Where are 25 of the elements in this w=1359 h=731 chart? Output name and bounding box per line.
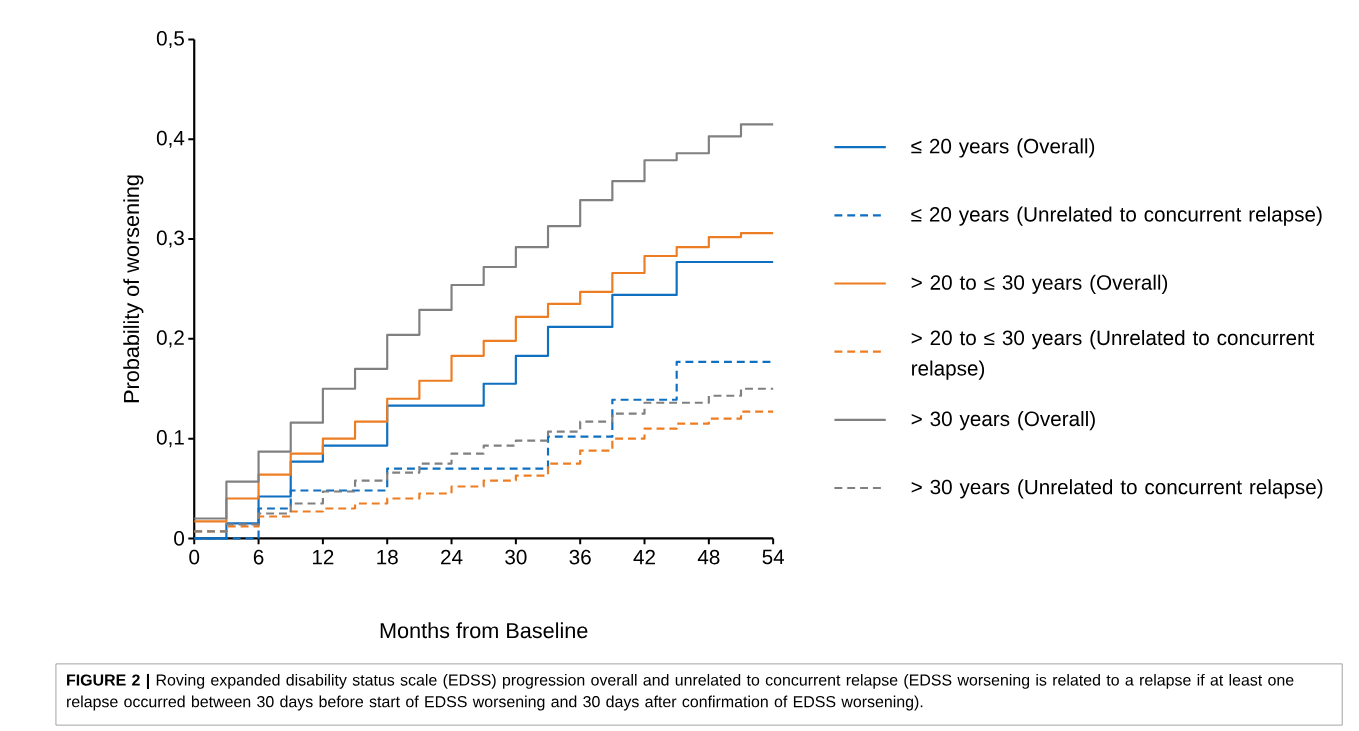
y-tick-label: 0,4 (156, 130, 185, 148)
text: FIGURE 2 | Roving expanded disability status scale (EDSS) progression overall and unrelated to concurrent relapse (EDSS worsening is related to a relapse if at least one relapse occurred between 30 days before start of EDSS worsening and 30 days after confirmation of EDSS worsening). (67, 673, 1294, 711)
x-tick-label: 24 (441, 549, 463, 565)
legend-label: ≤ 20 years (Overall) (911, 138, 1095, 158)
y-tick-label: 0,1 (156, 430, 184, 448)
x-axis-title: Months from Baseline (380, 622, 588, 639)
legend-label: > 30 years (Unrelated to concurrent relapse) (911, 479, 1323, 499)
x-tick-label: 0 (189, 549, 200, 565)
y-tick-label: 0 (174, 531, 185, 546)
x-tick-label: 18 (377, 549, 398, 565)
x-tick-label: 12 (312, 549, 334, 565)
x-tick-label: 54 (762, 549, 785, 565)
legend-label: > 30 years (Overall) (911, 410, 1095, 431)
x-tick-label: 30 (505, 549, 527, 565)
legend-label: > 20 to ≤ 30 years (Overall) (911, 274, 1168, 294)
legend-label: ≤ 20 years (Unrelated to concurrent relapse) (911, 206, 1322, 226)
x-tick-label: 48 (697, 549, 720, 565)
legend-label: > 20 to ≤ 30 years (Unrelated to concurrent relapse) (911, 329, 1315, 380)
y-tick-label: 0,2 (156, 330, 184, 348)
y-axis-title: Probability of worsening (123, 175, 144, 403)
y-tick-label: 0,5 (156, 30, 184, 49)
x-tick-label: 36 (569, 549, 591, 565)
x-tick-label: 42 (633, 549, 655, 565)
y-tick-label: 0,3 (156, 230, 184, 248)
x-tick-label: 6 (253, 549, 264, 565)
